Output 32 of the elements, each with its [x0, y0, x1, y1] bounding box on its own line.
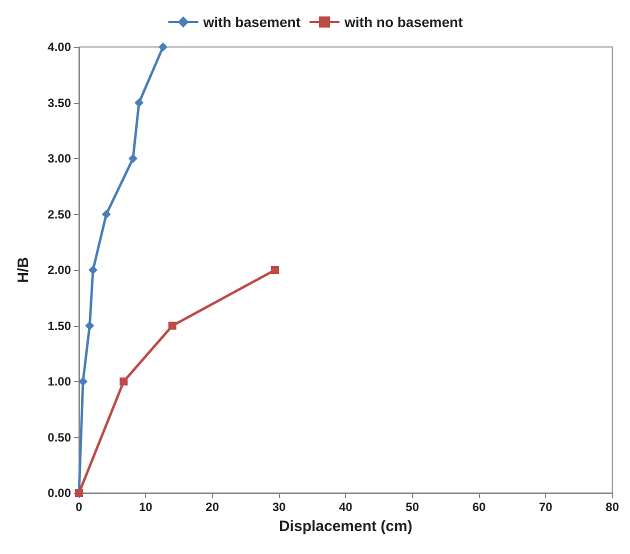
y-tick-label: 0.00 — [48, 486, 72, 500]
point — [128, 154, 138, 163]
point — [120, 378, 128, 386]
x-tick-label: 0 — [76, 500, 83, 514]
y-tick-label: 3.50 — [48, 96, 72, 110]
x-tick-label: 60 — [472, 500, 486, 514]
x-tick-label: 10 — [138, 500, 153, 514]
point — [85, 321, 94, 330]
y-tick-label: 1.50 — [48, 318, 72, 333]
x-tick-label: 50 — [406, 500, 420, 514]
point — [102, 210, 111, 219]
x-tick-label: 40 — [338, 500, 353, 514]
legend-label: with no basement — [344, 14, 464, 30]
y-tick-label: 2.00 — [48, 263, 72, 277]
x-tick-label: 70 — [538, 500, 553, 514]
point — [134, 98, 144, 108]
x-tick-label: 80 — [606, 500, 620, 514]
x-tick-label: 30 — [272, 500, 286, 514]
point — [270, 266, 279, 274]
y-tick-label: 4.00 — [48, 40, 72, 54]
y-tick-label: 2.50 — [48, 207, 72, 222]
y-tick-label: 0.50 — [48, 430, 72, 444]
y-axis-title: H/B — [15, 256, 32, 283]
point — [78, 377, 88, 386]
point — [88, 266, 98, 274]
point — [168, 322, 176, 330]
point — [158, 42, 168, 52]
y-tick-label: 3.00 — [48, 152, 72, 166]
x-axis-title: Displacement (cm) — [278, 518, 412, 535]
y-tick-label: 1.00 — [48, 374, 72, 388]
legend-label: with basement — [202, 14, 301, 30]
x-tick-label: 20 — [206, 500, 220, 514]
